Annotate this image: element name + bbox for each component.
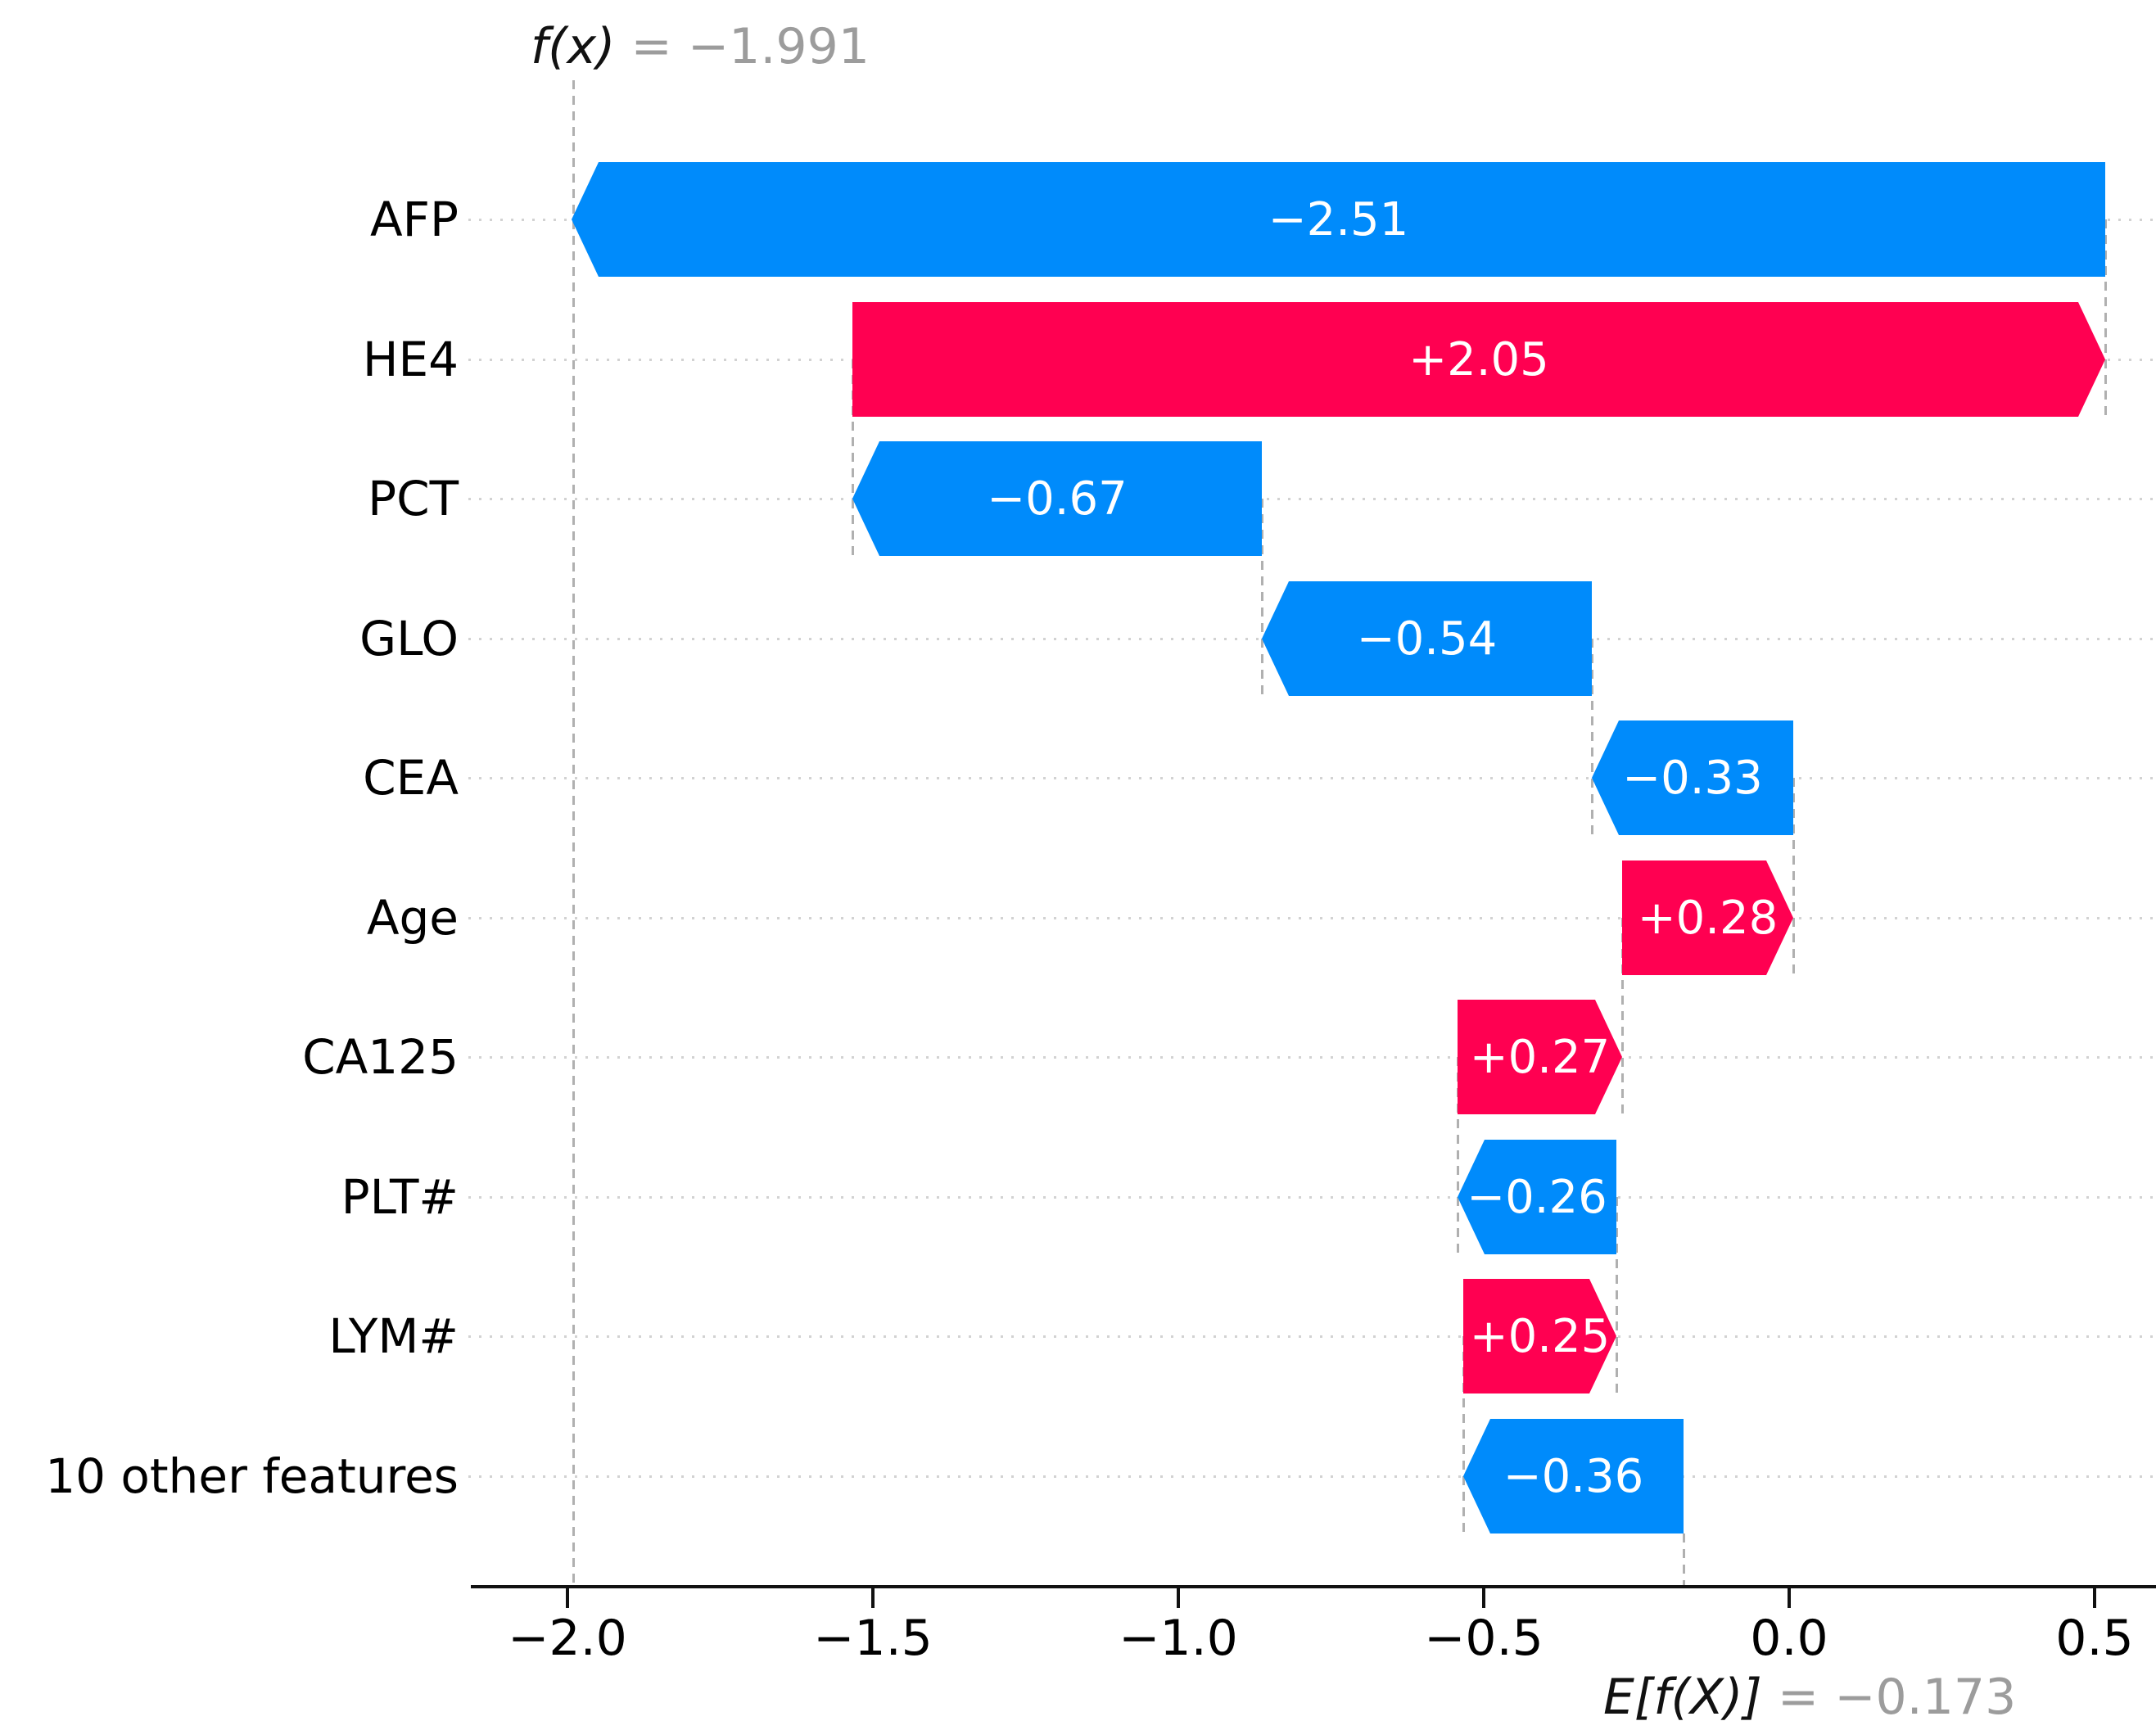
feature-label: CA125 xyxy=(302,1029,459,1085)
bar-value-label: −0.54 xyxy=(1356,612,1498,666)
shap-bar-positive: +2.05 xyxy=(852,302,2105,417)
row-gridline xyxy=(468,777,2156,779)
x-tick-mark xyxy=(1177,1587,1180,1608)
row-gridline xyxy=(468,1335,2156,1338)
row-gridline xyxy=(468,498,2156,500)
connector-line xyxy=(1792,778,1795,975)
x-tick-label: −1.0 xyxy=(1119,1610,1238,1667)
fx-annotation: f(x) = −1.991 xyxy=(531,18,870,75)
bar-value-label: +0.25 xyxy=(1469,1309,1611,1363)
bar-value-label: +0.28 xyxy=(1637,891,1779,945)
x-axis xyxy=(471,1585,2156,1588)
shap-bar-positive: +0.28 xyxy=(1622,860,1793,975)
shap-bar-negative: −0.36 xyxy=(1463,1419,1684,1534)
x-tick-label: −0.5 xyxy=(1424,1610,1544,1667)
expected-value-label: E[f(X)] xyxy=(1603,1669,1762,1726)
x-tick-label: −1.5 xyxy=(813,1610,933,1667)
x-tick-mark xyxy=(871,1587,875,1608)
row-gridline xyxy=(468,1196,2156,1199)
connector-line xyxy=(1621,918,1624,1114)
x-tick-mark xyxy=(566,1587,569,1608)
feature-label: PLT# xyxy=(341,1169,459,1225)
expected-value: = −0.173 xyxy=(1761,1669,2017,1726)
row-gridline xyxy=(468,1475,2156,1478)
bar-value-label: −2.51 xyxy=(1268,192,1409,246)
bar-value-label: −0.36 xyxy=(1503,1449,1644,1503)
fx-label: f(x) xyxy=(531,18,616,75)
row-gridline xyxy=(468,1056,2156,1059)
feature-label: AFP xyxy=(369,192,459,247)
connector-line xyxy=(2104,219,2107,417)
x-tick-mark xyxy=(1788,1587,1791,1608)
bar-value-label: +2.05 xyxy=(1408,332,1549,386)
bar-value-label: −0.67 xyxy=(987,472,1128,526)
connector-line xyxy=(1261,499,1263,696)
shap-bar-negative: −0.54 xyxy=(1262,581,1592,696)
feature-label: 10 other features xyxy=(45,1448,459,1504)
shap-bar-negative: −0.26 xyxy=(1458,1140,1616,1254)
bar-value-label: −0.33 xyxy=(1622,751,1763,805)
connector-line xyxy=(1616,1197,1618,1393)
feature-label: LYM# xyxy=(328,1308,459,1364)
bar-value-label: −0.26 xyxy=(1467,1170,1607,1224)
row-gridline xyxy=(468,917,2156,919)
connector-line xyxy=(852,359,854,556)
shap-bar-negative: −0.33 xyxy=(1592,720,1793,835)
x-tick-mark xyxy=(1482,1587,1485,1608)
feature-label: CEA xyxy=(363,750,459,806)
feature-label: Age xyxy=(366,890,459,946)
expected-value-annotation: E[f(X)] = −0.173 xyxy=(1603,1669,2016,1726)
x-tick-mark xyxy=(2093,1587,2096,1608)
baseline-connector-line xyxy=(1683,1534,1685,1587)
bar-value-label: +0.27 xyxy=(1469,1030,1611,1084)
connector-line xyxy=(1457,1057,1459,1254)
feature-label: PCT xyxy=(368,471,459,526)
connector-line xyxy=(1591,639,1593,835)
shap-bar-positive: +0.25 xyxy=(1463,1279,1616,1393)
x-tick-label: −2.0 xyxy=(508,1610,627,1667)
feature-label: HE4 xyxy=(362,332,459,387)
shap-bar-negative: −0.67 xyxy=(852,441,1262,556)
shap-bar-negative: −2.51 xyxy=(572,162,2105,277)
feature-label: GLO xyxy=(359,611,459,666)
fx-value: = −1.991 xyxy=(615,18,870,75)
fx-dashed-line xyxy=(572,80,575,1587)
x-tick-label: 0.5 xyxy=(2055,1610,2134,1667)
x-tick-label: 0.0 xyxy=(1750,1610,1828,1667)
connector-line xyxy=(1462,1336,1465,1534)
shap-bar-positive: +0.27 xyxy=(1458,1000,1622,1114)
